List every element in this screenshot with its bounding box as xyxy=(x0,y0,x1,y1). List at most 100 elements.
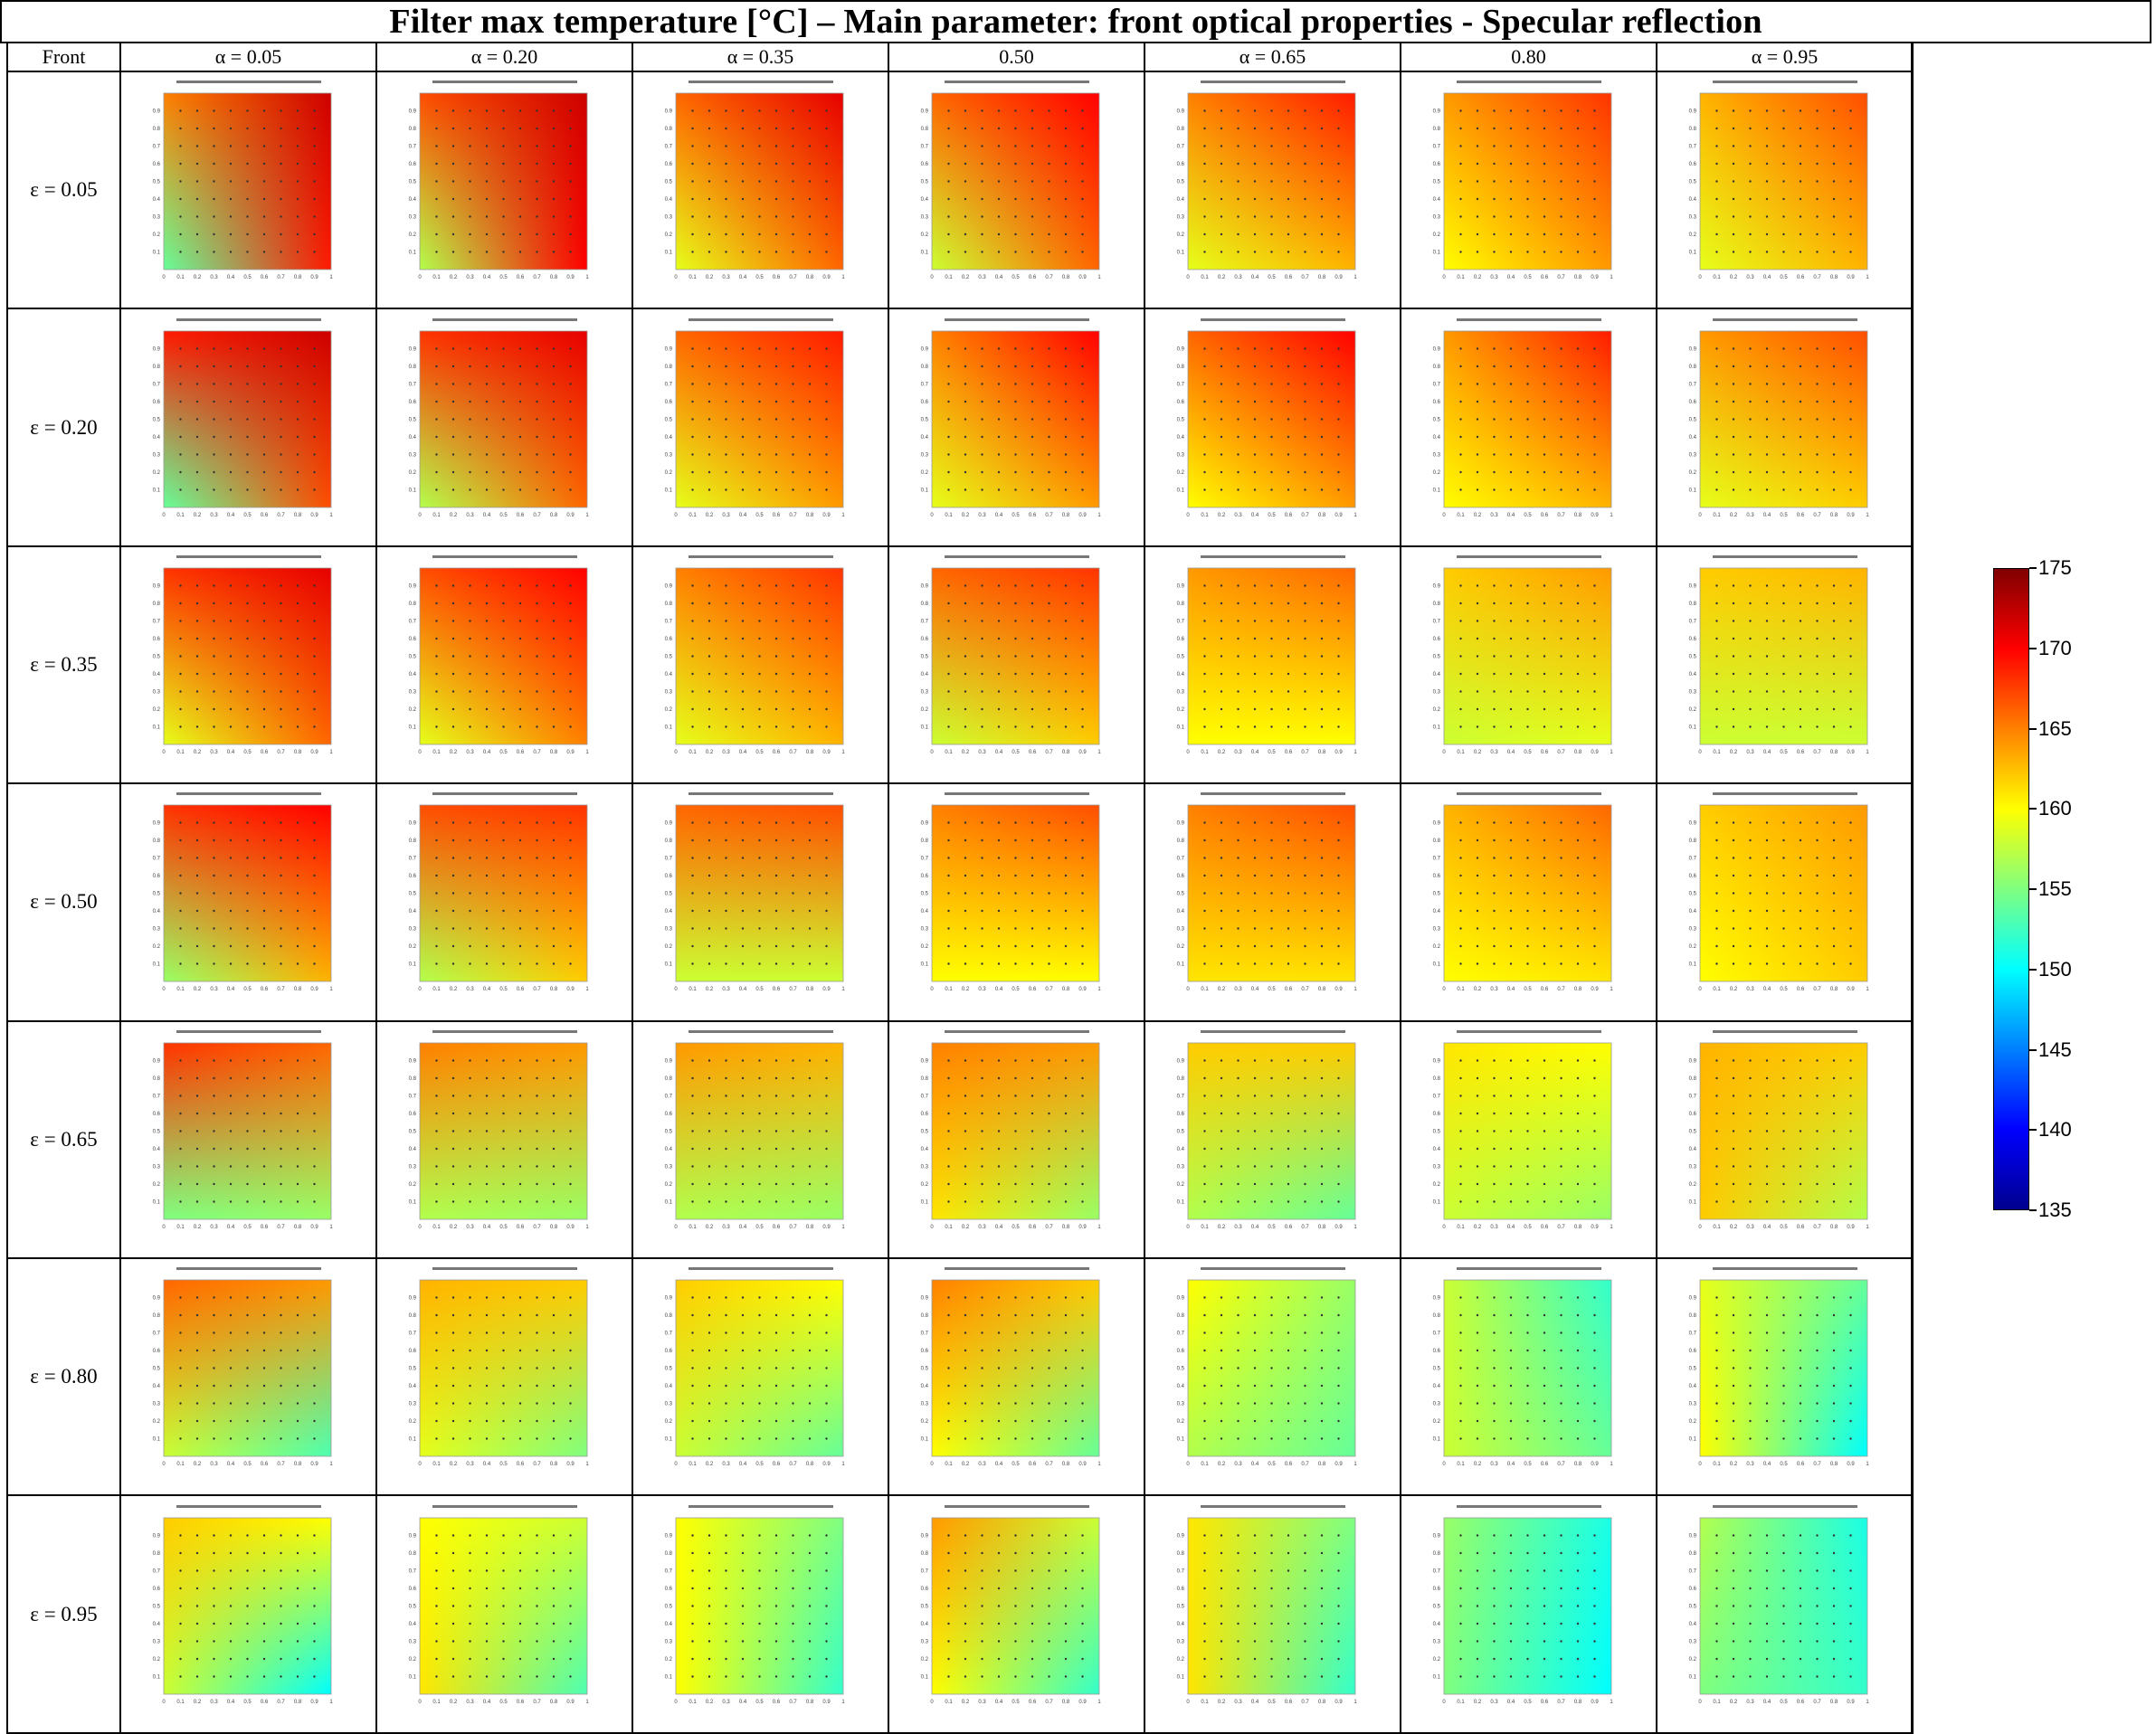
sample-point xyxy=(451,1200,455,1203)
heatmap-panel: 0 0.1 0.2 0.3 0.4 0.5 0.6 0.7 0.8 0.9 1 0.1 0.2 0.3 0.… xyxy=(1401,1021,1657,1259)
sample-point xyxy=(296,1296,299,1299)
x-tick-label: 0.4 xyxy=(227,275,235,280)
sample-point xyxy=(1732,346,1735,350)
sample-point xyxy=(1081,584,1084,587)
x-tick-label: 0.1 xyxy=(432,513,441,518)
sample-point xyxy=(435,1331,438,1334)
sample-point xyxy=(1320,725,1324,728)
sample-point xyxy=(1849,1112,1852,1114)
sample-point xyxy=(1048,145,1050,147)
sample-point xyxy=(246,1076,249,1079)
sample-point xyxy=(262,215,266,218)
sample-point xyxy=(1237,1604,1239,1607)
sample-point xyxy=(569,1604,572,1607)
sample-point xyxy=(997,251,1001,253)
sample-point xyxy=(741,215,745,218)
sample-point xyxy=(213,655,215,658)
sample-point xyxy=(758,892,761,895)
sample-point xyxy=(313,1551,316,1554)
sample-point xyxy=(1337,584,1340,587)
sample-point xyxy=(1014,1059,1017,1062)
sample-point xyxy=(1593,1130,1596,1132)
sample-point xyxy=(502,725,505,728)
x-tick-label: 0.8 xyxy=(550,275,558,280)
sample-point xyxy=(1320,1112,1324,1114)
sample-point xyxy=(518,488,522,491)
sample-point xyxy=(296,672,299,676)
sample-point xyxy=(758,470,761,473)
panel-caption-line xyxy=(689,792,833,796)
sample-point xyxy=(997,927,1001,931)
sample-point xyxy=(1253,1200,1257,1203)
sample-point xyxy=(229,1130,233,1132)
x-tick-label: 0.3 xyxy=(1234,513,1242,518)
sample-point xyxy=(981,1367,983,1369)
panel-plot: 0 0.1 0.2 0.3 0.4 0.5 0.6 0.7 0.8 0.9 10.10.20.30.… xyxy=(409,554,589,755)
sample-point xyxy=(1337,365,1340,367)
sample-point xyxy=(313,945,316,948)
y-tick-label: 0.3 xyxy=(153,1639,161,1644)
x-tick-label: 0.3 xyxy=(978,1700,986,1705)
sample-point xyxy=(502,584,505,587)
sample-point xyxy=(195,1331,199,1334)
sample-point xyxy=(1337,1165,1340,1168)
sample-point xyxy=(792,602,794,605)
sample-point xyxy=(1476,1331,1479,1334)
x-tick-label: 0.2 xyxy=(1474,987,1482,992)
sample-point xyxy=(536,892,538,895)
y-tick-label: 0.4 xyxy=(1177,1147,1185,1152)
x-tick-label: 0.9 xyxy=(1591,750,1599,755)
sample-point xyxy=(947,197,950,201)
sample-point xyxy=(1253,927,1257,931)
sample-point xyxy=(536,1296,538,1299)
sample-point xyxy=(708,488,711,491)
y-tick-label: 0.1 xyxy=(1177,962,1185,968)
sample-point xyxy=(1014,452,1017,456)
sample-point xyxy=(1749,707,1752,711)
sample-point xyxy=(1459,637,1462,640)
sample-point xyxy=(1270,1112,1273,1114)
sample-point xyxy=(691,488,694,491)
sample-point xyxy=(262,875,266,877)
x-tick-label: 0.5 xyxy=(1524,1225,1532,1230)
sample-point xyxy=(708,875,711,877)
sample-point xyxy=(1031,821,1034,825)
sample-point xyxy=(708,435,711,438)
sample-point xyxy=(691,1587,694,1589)
sample-point xyxy=(1849,637,1852,640)
sample-point xyxy=(947,1551,950,1554)
sample-point xyxy=(1509,892,1513,895)
panel-plot: 0 0.1 0.2 0.3 0.4 0.5 0.6 0.7 0.8 0.9 10.10.20.30.… xyxy=(409,317,589,518)
y-tick-label: 0.4 xyxy=(1689,1147,1697,1152)
y-tick-label: 0.6 xyxy=(665,874,673,879)
y-tick-label: 0.6 xyxy=(1689,162,1697,167)
y-tick-label: 0.1 xyxy=(153,1437,161,1443)
x-tick-label: 0.1 xyxy=(1201,1462,1209,1467)
sample-point xyxy=(1220,1384,1223,1388)
x-tick-label: 0.7 xyxy=(533,275,541,280)
x-tick-label: 1 xyxy=(585,750,589,755)
sample-point xyxy=(1799,127,1802,130)
sample-point xyxy=(1782,251,1785,253)
sample-point xyxy=(1064,1147,1068,1150)
sample-point xyxy=(179,821,182,825)
sample-point xyxy=(1203,1349,1206,1352)
sample-point xyxy=(1476,1076,1479,1079)
y-tick-label: 0.4 xyxy=(409,1384,417,1389)
sample-point xyxy=(469,1639,471,1643)
sample-point xyxy=(997,1059,1001,1062)
sample-point xyxy=(1732,690,1735,693)
x-tick-label: 0.2 xyxy=(706,1462,714,1467)
sample-point xyxy=(808,180,812,183)
sample-point xyxy=(1203,1313,1206,1317)
x-tick-label: 1 xyxy=(1866,987,1869,992)
sample-point xyxy=(1816,162,1819,166)
sample-point xyxy=(1048,672,1050,676)
sample-point xyxy=(1459,655,1462,658)
sample-point xyxy=(1832,488,1836,491)
sample-point xyxy=(1576,1130,1580,1132)
x-tick-label: 0 xyxy=(162,1462,166,1467)
x-tick-label: 0.4 xyxy=(995,1700,1003,1705)
y-tick-label: 0.3 xyxy=(153,1402,161,1407)
column-header: α = 0.05 xyxy=(121,43,377,72)
